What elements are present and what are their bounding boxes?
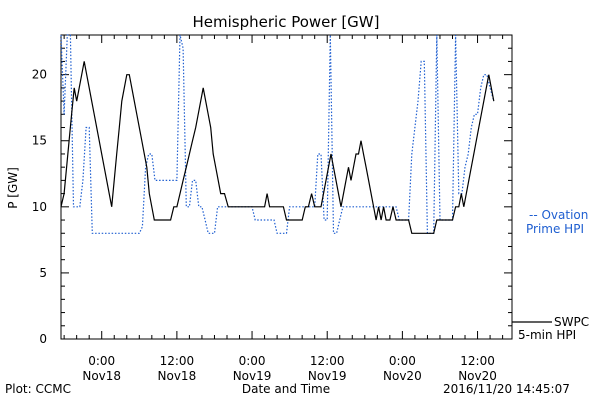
footer-plot-credit: Plot: CCMC [5,382,71,396]
legend-ovation-line2: Prime HPI [526,222,584,236]
x-tick-date-label: Nov20 [383,369,422,383]
y-tick-label: 0 [39,332,47,346]
y-tick-label: 15 [32,134,47,148]
footer-timestamp: 2016/11/20 14:45:07 [443,382,570,396]
legend-swpc-line2: 5-min HPI [518,328,576,342]
y-tick-label: 10 [32,200,47,214]
x-tick-time-label: 0:00 [88,354,115,368]
x-tick-date-label: Nov18 [82,369,121,383]
x-axis: 0:00Nov1812:00Nov180:00Nov1912:00Nov190:… [63,35,504,383]
x-tick-time-label: 0:00 [389,354,416,368]
x-tick-date-label: Nov18 [158,369,197,383]
x-tick-time-label: 0:00 [239,354,266,368]
x-axis-label: Date and Time [242,382,330,396]
legend-swpc-line1: SWPC [554,315,589,329]
x-tick-time-label: 12:00 [460,354,495,368]
series-ovation-prime-line [60,34,495,234]
y-tick-label: 20 [32,68,47,82]
x-tick-date-label: Nov20 [458,369,497,383]
y-tick-label: 5 [39,266,47,280]
y-axis-label: P [GW] [6,167,20,209]
x-tick-time-label: 12:00 [310,354,345,368]
x-tick-time-label: 12:00 [160,354,195,368]
legend-ovation-line1: -- Ovation [529,208,588,222]
x-tick-date-label: Nov19 [233,369,272,383]
x-tick-date-label: Nov19 [308,369,347,383]
plot-frame [60,34,513,340]
series-swpc-line [60,61,495,234]
y-axis: 0 5 10 15 20 [32,34,512,346]
chart-title: Hemispheric Power [GW] [193,13,380,31]
